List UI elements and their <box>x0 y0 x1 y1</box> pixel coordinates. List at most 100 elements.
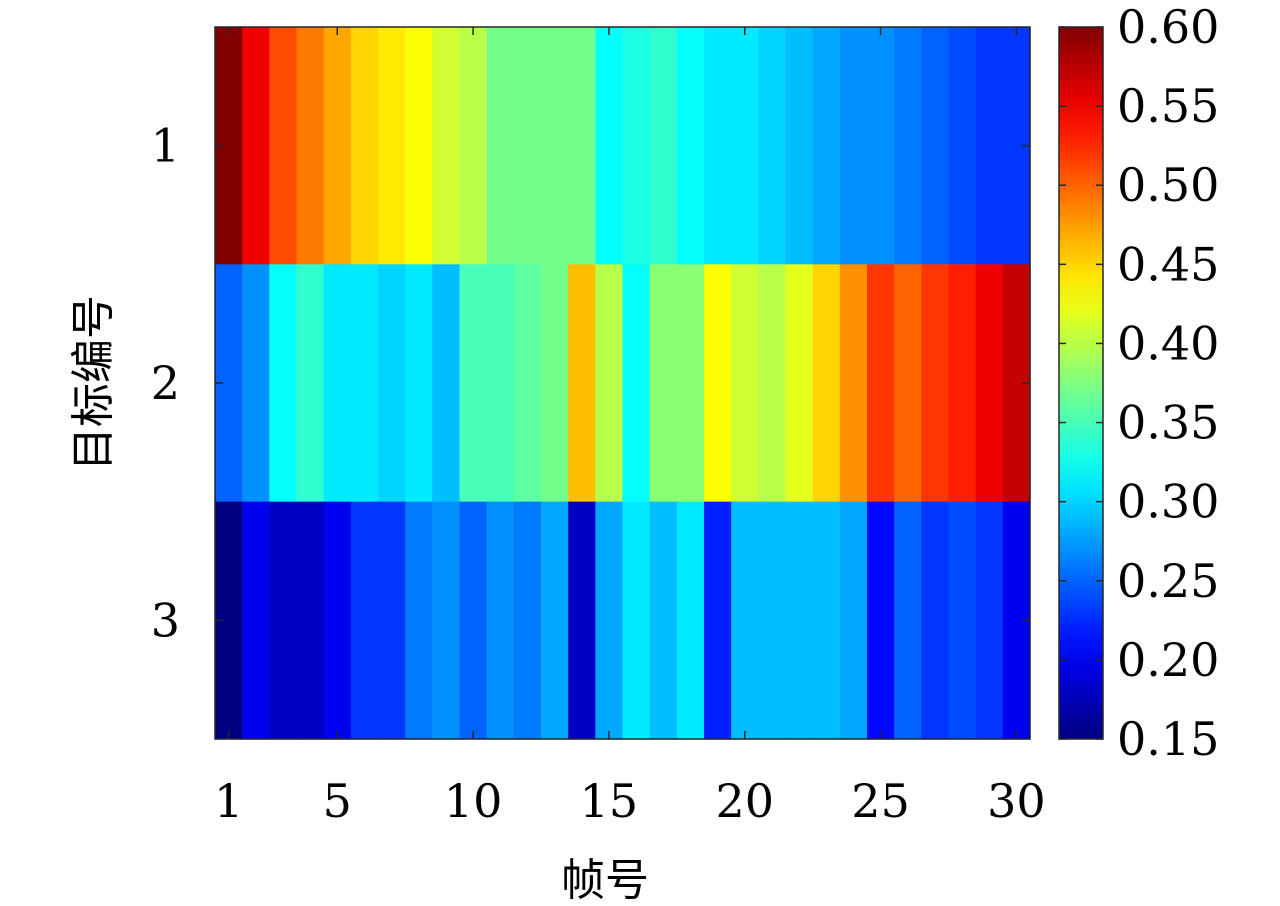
colorbar-tick-label: 0.45 <box>1117 237 1219 291</box>
heatmap-cell <box>459 27 488 265</box>
heatmap-cell <box>731 501 759 740</box>
heatmap-cell <box>541 501 569 740</box>
heatmap-cell <box>812 264 841 503</box>
x-tick-label: 10 <box>444 774 503 828</box>
heatmap-cell <box>513 501 542 740</box>
heatmap-cell <box>948 27 977 265</box>
heatmap-cell <box>867 264 895 503</box>
x-axis-ticks: 1 5 10 15 20 25 30 <box>214 27 1046 828</box>
heatmap-cell <box>704 264 732 503</box>
heatmap-cell <box>568 27 596 265</box>
heatmap-cell <box>704 27 732 265</box>
heatmap-cell <box>378 264 406 503</box>
heatmap-cell <box>432 264 461 503</box>
heatmap-cell <box>405 501 433 740</box>
heatmap-cell <box>676 264 705 503</box>
heatmap-cell <box>921 501 950 740</box>
heatmap-cell <box>839 264 868 503</box>
heatmap-cell <box>513 264 542 503</box>
heatmap-cell <box>839 501 868 740</box>
colorbar <box>1058 26 1104 740</box>
heatmap-cell <box>595 501 624 740</box>
heatmap-cell <box>405 264 433 503</box>
heatmap-cell <box>622 264 651 503</box>
colorbar-tick-label: 0.30 <box>1117 475 1219 529</box>
heatmap-cell <box>350 264 379 503</box>
heatmap-cell <box>513 27 542 265</box>
heatmap-cell <box>649 27 678 265</box>
heatmap-cell <box>894 264 922 503</box>
heatmap-cell <box>296 27 325 265</box>
colorbar-tick-label: 0.55 <box>1117 79 1219 133</box>
heatmap-cell <box>486 264 515 503</box>
heatmap-cell <box>867 27 895 265</box>
heatmap-cell <box>323 501 352 740</box>
heatmap-cell <box>948 264 977 503</box>
heatmap-cell <box>432 501 461 740</box>
heatmap-cell <box>378 501 406 740</box>
y-axis-title: 目标编号 <box>68 295 119 471</box>
heatmap-cells <box>215 27 1031 740</box>
x-tick-label: 1 <box>214 774 243 828</box>
colorbar-tick-label: 0.20 <box>1117 633 1219 687</box>
heatmap-cell <box>921 27 950 265</box>
heatmap-cell <box>568 501 596 740</box>
heatmap-cell <box>975 501 1004 740</box>
x-tick-label: 15 <box>580 774 639 828</box>
heatmap-cell <box>378 27 406 265</box>
heatmap-cell <box>432 27 461 265</box>
heatmap-cell <box>296 264 325 503</box>
x-tick-label: 25 <box>851 774 910 828</box>
x-tick-label: 30 <box>987 774 1046 828</box>
y-tick-label: 1 <box>151 119 180 173</box>
heatmap-cell <box>242 501 270 740</box>
heatmap-cell <box>975 264 1004 503</box>
x-tick-label: 20 <box>715 774 774 828</box>
heatmap-cell <box>812 501 841 740</box>
heatmap-cell <box>758 264 787 503</box>
heatmap-cell <box>595 264 624 503</box>
heatmap-cell <box>894 501 922 740</box>
y-tick-label: 2 <box>151 356 180 410</box>
heatmap-cell <box>595 27 624 265</box>
heatmap-cell <box>323 27 352 265</box>
colorbar-tick-label: 0.15 <box>1117 712 1219 766</box>
heatmap-cell <box>459 264 488 503</box>
heatmap-cell <box>676 27 705 265</box>
heatmap-cell <box>704 501 732 740</box>
x-tick-label: 5 <box>323 774 352 828</box>
heatmap-cell <box>269 264 298 503</box>
heatmap-cell <box>839 27 868 265</box>
heatmap-cell <box>948 501 977 740</box>
heatmap-cell <box>269 501 298 740</box>
y-axis-ticks: 1 2 3 <box>151 119 1030 647</box>
colorbar-ticks: 0.15 0.20 0.25 0.30 0.35 0.40 0.45 0.50 0.55 0.60 <box>1059 0 1219 766</box>
heatmap-cell <box>269 27 298 265</box>
heatmap-cell <box>296 501 325 740</box>
heatmap-cell <box>975 27 1004 265</box>
heatmap-cell <box>622 501 651 740</box>
heatmap-cell <box>731 27 759 265</box>
colorbar-tick-label: 0.50 <box>1117 158 1219 212</box>
heatmap-cell <box>622 27 651 265</box>
heatmap-cell <box>541 264 569 503</box>
heatmap-cell <box>921 264 950 503</box>
heatmap-cell <box>568 264 596 503</box>
x-axis-title: 帧号 <box>561 855 649 906</box>
heatmap-cell <box>541 27 569 265</box>
colorbar-tick-label: 0.40 <box>1117 316 1219 370</box>
heatmap-cell <box>486 501 515 740</box>
heatmap-cell <box>459 501 488 740</box>
heatmap-cell <box>785 264 814 503</box>
heatmap-cell <box>350 27 379 265</box>
heatmap-cell <box>350 501 379 740</box>
heatmap-cell <box>894 27 922 265</box>
heatmap-cell <box>649 264 678 503</box>
heatmap-cell <box>676 501 705 740</box>
colorbar-tick-label: 0.25 <box>1117 554 1219 608</box>
heatmap-cell <box>649 501 678 740</box>
heatmap-cell <box>323 264 352 503</box>
y-tick-label: 3 <box>151 593 180 647</box>
heatmap-cell <box>785 501 814 740</box>
heatmap-cell <box>785 27 814 265</box>
